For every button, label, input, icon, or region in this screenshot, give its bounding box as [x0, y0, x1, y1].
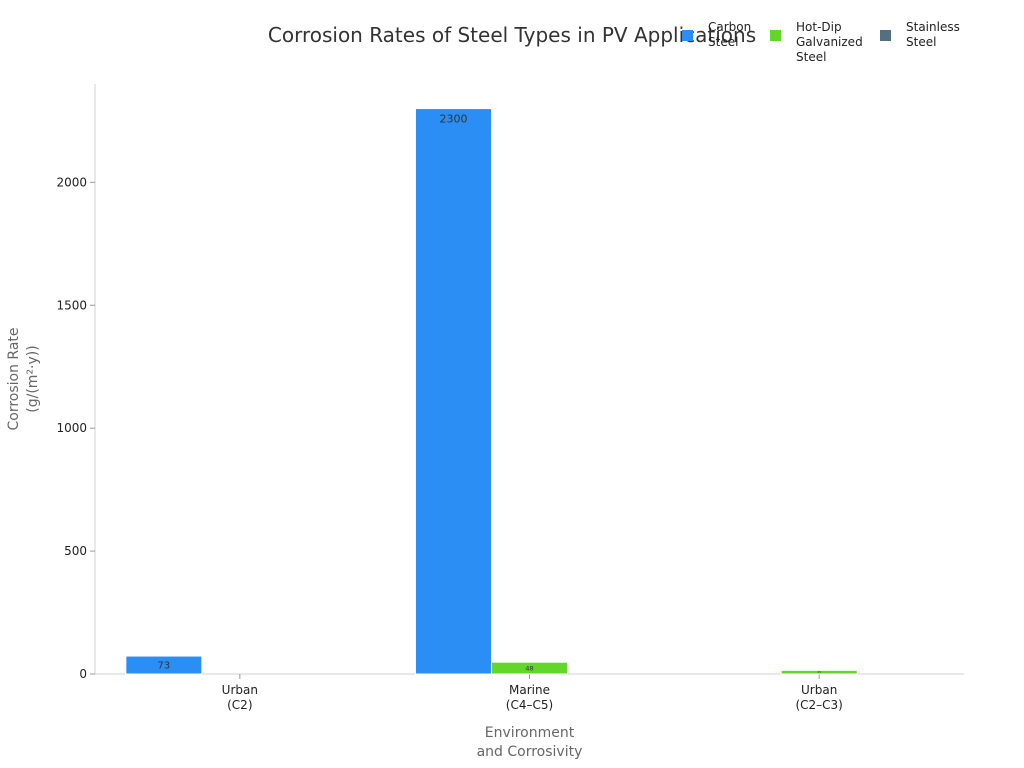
data-label: 73 — [158, 660, 171, 671]
bar — [780, 669, 858, 675]
y-axis-title: Corrosion Rate (g/(m²·y)) — [6, 327, 41, 430]
chart-title: Corrosion Rates of Steel Types in PV App… — [268, 23, 756, 47]
bars — [125, 108, 858, 675]
legend-label: Hot-Dip Galvanized Steel — [796, 20, 863, 64]
y-tick-label: 500 — [64, 544, 87, 558]
x-tick-label: Marine (C4–C5) — [506, 683, 553, 712]
y-tick-label: 2000 — [56, 175, 87, 189]
legend-label: Stainless Steel — [906, 20, 960, 49]
bar — [491, 661, 568, 675]
legend-label: Carbon Steel — [708, 20, 751, 49]
data-label: 2300 — [440, 113, 468, 126]
y-tick-label: 1000 — [56, 421, 87, 435]
legend-swatch — [880, 30, 891, 41]
legend: Carbon Steel Hot-Dip Galvanized Steel Stainle… — [682, 20, 960, 64]
axes: 0 500 1000 1500 2000 Urban (C2) Marine (C4–C5) Ur… — [6, 84, 964, 760]
legend-swatch — [770, 30, 781, 41]
x-tick-label: Urban (C2–C3) — [795, 683, 842, 712]
legend-swatch — [682, 30, 693, 41]
data-labels: 73 2300 48 15 — [158, 113, 822, 675]
x-axis-title: Environment and Corrosivity — [477, 725, 583, 760]
y-tick-label: 1500 — [56, 298, 87, 312]
bar — [125, 655, 203, 675]
bar — [415, 108, 492, 675]
x-tick-label: Urban (C2) — [222, 683, 258, 712]
y-tick-label: 0 — [79, 667, 87, 681]
data-label: 48 — [525, 664, 533, 672]
data-label: 15 — [817, 670, 821, 674]
